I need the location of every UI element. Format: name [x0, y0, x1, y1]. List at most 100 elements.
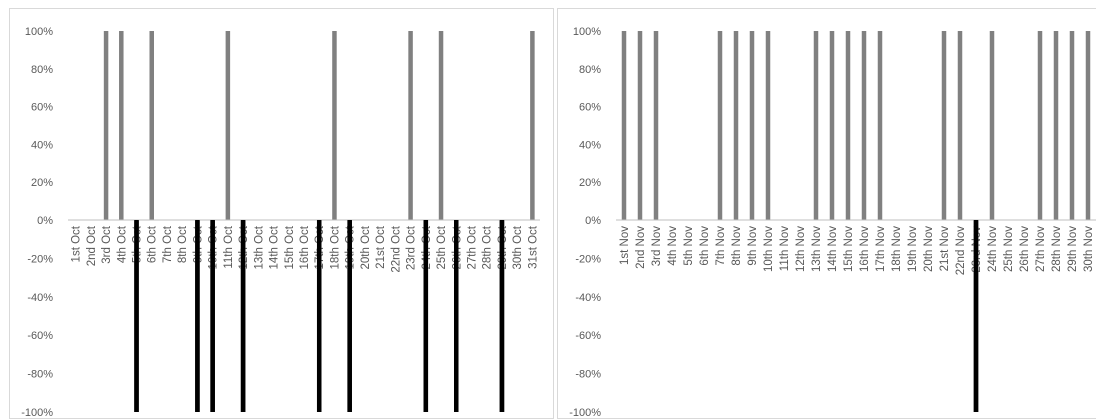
x-category-label: 22nd Nov: [955, 226, 967, 275]
positive-bar: [957, 31, 963, 220]
y-tick-label: 0%: [37, 215, 53, 227]
positive-bar: [861, 31, 867, 220]
positive-bar: [1069, 31, 1075, 220]
x-category-label: 21st Oct: [375, 225, 387, 269]
x-category-label: 2nd Oct: [86, 225, 98, 266]
positive-bar: [1037, 31, 1043, 220]
y-tick-label: -80%: [575, 369, 601, 381]
x-category-label: 27th Oct: [466, 225, 478, 269]
x-category-label: 23rd Oct: [406, 225, 418, 270]
y-tick-label: -100%: [21, 407, 53, 419]
positive-bar: [1085, 31, 1091, 220]
y-tick-label: 80%: [579, 64, 601, 76]
november-chart: 100% 80% 60% 40% 20% 0% -20% -40% -60% -80% -100% 1…: [569, 26, 1096, 419]
y-tick-label: -40%: [27, 292, 53, 304]
x-category-label: 8th Nov: [731, 226, 743, 266]
positive-bar: [438, 31, 444, 220]
positive-bar: [749, 31, 755, 220]
x-category-label: 11th Nov: [779, 226, 791, 271]
y-tick-label: -20%: [575, 253, 601, 265]
negative-bar-overlay: [240, 220, 246, 412]
x-category-label: 13th Nov: [811, 226, 823, 272]
x-category-label: 19th Nov: [907, 226, 919, 272]
october-chart: 100% 80% 60% 40% 20% 0% -20% -40% -60% -80% -100% 1…: [21, 26, 540, 419]
x-category-label: 12th Nov: [795, 226, 807, 272]
positive-bar: [637, 31, 643, 220]
x-category-label: 7th Oct: [162, 225, 174, 263]
x-category-label: 4th Oct: [116, 225, 128, 263]
x-category-label: 28th Oct: [482, 225, 494, 269]
positive-bar: [225, 31, 231, 220]
y-tick-label: -20%: [27, 253, 53, 265]
x-category-label: 14th Oct: [269, 225, 281, 269]
x-category-label: 24th Nov: [987, 226, 999, 272]
positive-bar: [989, 31, 995, 220]
x-category-label: 20th Oct: [360, 225, 372, 269]
x-category-label: 31st Oct: [527, 225, 539, 269]
y-tick-label: 20%: [31, 177, 53, 189]
positive-bar: [845, 31, 851, 220]
y-tick-label: -80%: [27, 369, 53, 381]
positive-bar: [813, 31, 819, 220]
x-category-label: 10th Nov: [763, 226, 775, 272]
positive-bar: [941, 31, 947, 220]
y-tick-label: 80%: [31, 64, 53, 76]
y-tick-label: 60%: [31, 102, 53, 114]
positive-bar: [119, 31, 124, 220]
x-category-label: 1st Nov: [619, 226, 631, 265]
positive-bar: [829, 31, 835, 220]
x-category-label: 17th Nov: [875, 226, 887, 272]
x-category-label: 18th Nov: [891, 226, 903, 272]
positive-bar: [332, 31, 337, 220]
x-category-label: 20th Nov: [923, 226, 935, 272]
negative-bar-overlay: [423, 220, 429, 412]
x-category-label: 16th Oct: [299, 225, 311, 269]
positive-bar: [1053, 31, 1059, 220]
x-category-label: 25th Oct: [436, 225, 448, 269]
x-category-label: 3rd Oct: [101, 225, 113, 264]
x-category-label: 25th Nov: [1003, 226, 1015, 272]
x-category-label: 9th Nov: [747, 226, 759, 266]
x-category-label: 30th Nov: [1083, 226, 1095, 272]
x-category-label: 8th Oct: [177, 225, 189, 263]
x-category-label: 29th Nov: [1067, 226, 1079, 272]
x-category-label: 13th Oct: [253, 225, 265, 269]
negative-bar-overlay: [454, 220, 459, 412]
x-category-label: 28th Nov: [1051, 226, 1063, 272]
x-category-label: 14th Nov: [827, 226, 839, 272]
y-tick-label: -100%: [569, 407, 601, 419]
negative-bar-overlay: [195, 220, 200, 412]
x-category-label: 30th Oct: [512, 225, 524, 269]
positive-bar: [877, 31, 883, 220]
negative-bar-overlay: [134, 220, 139, 412]
negative-bar-overlay: [316, 220, 322, 412]
x-category-label: 5th Nov: [683, 226, 695, 266]
y-tick-label: 0%: [585, 215, 601, 227]
x-category-label: 15th Nov: [843, 226, 855, 272]
y-tick-label: 100%: [25, 26, 53, 38]
x-category-label: 7th Nov: [715, 226, 727, 266]
y-tick-label: -60%: [27, 330, 53, 342]
x-category-label: 26th Nov: [1019, 226, 1031, 272]
positive-bar: [653, 31, 659, 220]
x-category-label: 4th Nov: [667, 226, 679, 266]
positive-bar: [530, 31, 535, 220]
positive-bar: [717, 31, 723, 220]
x-category-label: 15th Oct: [284, 225, 296, 269]
x-category-label: 1st Oct: [71, 225, 83, 262]
y-tick-label: 100%: [573, 26, 601, 38]
x-category-label: 3rd Nov: [651, 226, 663, 267]
y-tick-label: 20%: [579, 177, 601, 189]
x-category-label: 18th Oct: [329, 225, 341, 269]
negative-bar-overlay: [210, 220, 215, 412]
positive-bar: [765, 31, 771, 220]
x-category-label: 21st Nov: [939, 226, 951, 272]
positive-bar: [103, 31, 109, 220]
positive-bar: [408, 31, 413, 220]
x-category-label: 11th Oct: [223, 225, 235, 268]
x-category-label: 2nd Nov: [635, 226, 647, 269]
october-chart-panel: 100% 80% 60% 40% 20% 0% -20% -40% -60% -80% -100% 1…: [9, 8, 554, 419]
x-category-label: 16th Nov: [859, 226, 871, 272]
x-category-label: 22nd Oct: [390, 225, 402, 272]
y-tick-label: 40%: [31, 139, 53, 151]
